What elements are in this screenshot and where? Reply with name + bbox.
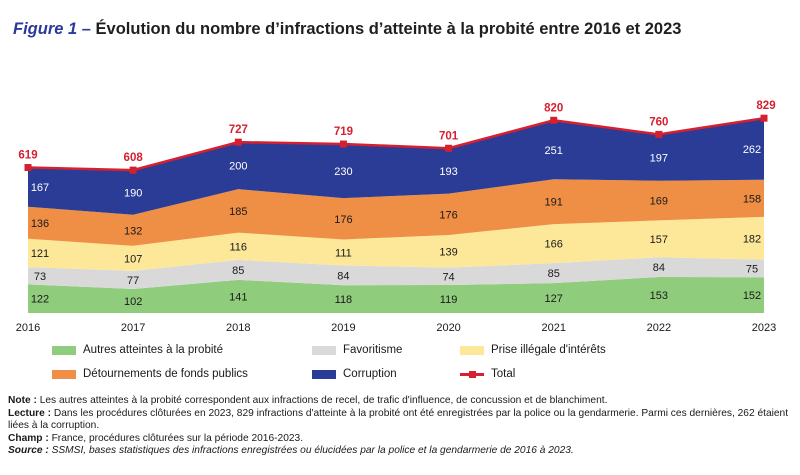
data-label-detournements: 136 [31,218,49,230]
area-prise-illegale [28,216,764,271]
legend-item-total: Total [460,368,515,380]
data-label-prise-illegale: 182 [743,233,761,245]
area-detournements [28,179,764,246]
total-line [27,116,765,172]
figure-title: Évolution du nombre d’infractions d’atte… [95,20,682,38]
data-label-favoritisme: 85 [548,268,560,280]
data-label-autres: 102 [124,296,142,308]
legend-swatch-favoritisme [312,345,336,355]
legend-swatch-autres [52,345,76,355]
total-marker [655,130,663,138]
legend-label-detournements: Détournements de fonds publics [83,368,248,380]
data-label-favoritisme: 75 [746,263,758,275]
data-label-favoritisme: 85 [232,265,244,277]
x-tick-label: 2023 [752,322,776,334]
data-label-detournements: 185 [229,206,247,218]
total-marker [550,116,558,124]
data-label-corruption: 197 [650,153,668,165]
total-marker [339,140,347,148]
data-label-detournements: 169 [650,196,668,208]
data-label-detournements: 132 [124,225,142,237]
data-label-favoritisme: 73 [34,271,46,283]
data-label-favoritisme: 84 [653,262,665,274]
total-label: 760 [649,116,668,128]
legend-item-detournements: Détournements de fonds publics [52,368,248,380]
legend-item-autres: Autres atteintes à la probité [52,344,223,356]
data-label-autres: 118 [335,294,353,306]
total-marker [129,166,137,174]
legend-label-favoritisme: Favoritisme [343,344,403,356]
data-label-prise-illegale: 121 [31,248,49,260]
data-label-detournements: 191 [545,197,563,209]
legend-swatch-total [460,369,484,379]
total-label: 719 [334,126,353,138]
data-label-corruption: 230 [334,166,352,178]
data-label-prise-illegale: 116 [230,241,248,253]
data-label-favoritisme: 84 [337,270,349,282]
data-label-corruption: 167 [31,182,49,194]
data-label-prise-illegale: 111 [335,247,352,259]
data-label-prise-illegale: 157 [650,234,668,246]
legend-swatch-corruption [312,369,336,379]
data-label-prise-illegale: 139 [439,246,457,258]
data-label-autres: 127 [545,293,563,305]
data-label-autres: 153 [650,290,668,302]
legend-item-corruption: Corruption [312,368,397,380]
data-label-detournements: 176 [439,209,457,221]
source-line: Source : SSMSI, bases statistiques des i… [8,445,574,457]
data-label-corruption: 190 [124,187,142,199]
x-tick-label: 2016 [16,322,40,334]
data-label-autres: 141 [229,291,247,303]
legend-label-autres: Autres atteintes à la probité [83,344,223,356]
data-label-autres: 152 [743,290,761,302]
data-label-autres: 119 [440,294,458,306]
x-tick-label: 2018 [226,322,250,334]
area-favoritisme [28,257,764,290]
data-label-prise-illegale: 166 [545,239,563,251]
legend-label-corruption: Corruption [343,368,397,380]
data-label-favoritisme: 77 [127,275,139,287]
total-marker [760,114,768,122]
x-tick-label: 2019 [331,322,355,334]
total-label: 727 [229,124,248,136]
area-corruption [28,118,764,215]
legend-swatch-prise-illegale [460,345,484,355]
champ-line: Champ : France, procédures clôturées sur… [8,432,304,444]
total-label: 608 [124,152,144,164]
figure-label: Figure 1 – [13,20,91,38]
legend-swatch-detournements [52,369,76,379]
area-autres [28,277,764,313]
total-label: 701 [439,130,459,142]
x-tick-label: 2022 [647,322,671,334]
data-label-corruption: 193 [439,166,457,178]
data-label-prise-illegale: 107 [124,253,142,265]
data-label-favoritisme: 74 [442,271,454,283]
total-label: 820 [544,102,563,114]
total-label: 829 [756,100,775,112]
x-tick-label: 2021 [541,322,565,334]
data-label-corruption: 262 [743,144,761,156]
data-label-autres: 122 [31,294,49,306]
legend-label-total: Total [491,368,516,380]
total-marker [234,138,242,146]
chart-title: Figure 1 – Évolution du nombre d’infract… [13,20,681,39]
data-label-detournements: 176 [334,214,352,226]
legend-label-prise-illegale: Prise illégale d'intérêts [491,344,606,356]
note-line: Note : Les autres atteintes à la probité… [8,395,608,406]
lecture-line: Lecture : Dans les procédures clôturées … [8,407,789,432]
chart-notes: Note : Les autres atteintes à la probité… [8,395,794,458]
data-label-detournements: 158 [743,193,761,205]
total-label: 619 [18,150,37,162]
chart-legend: Autres atteintes à la probité Favoritism… [40,344,740,388]
x-tick-label: 2017 [121,322,145,334]
legend-item-prise-illegale: Prise illégale d'intérêts [460,344,606,356]
stacked-area-chart: 122 102 141 118 119 127 153 152 73 77 85 84 74 85 84 75… [16,100,776,334]
total-marker [24,164,32,172]
data-label-corruption: 200 [229,161,247,173]
data-label-corruption: 251 [545,145,563,157]
total-marker [445,144,453,152]
legend-item-favoritisme: Favoritisme [312,344,402,356]
x-tick-label: 2020 [436,322,460,334]
